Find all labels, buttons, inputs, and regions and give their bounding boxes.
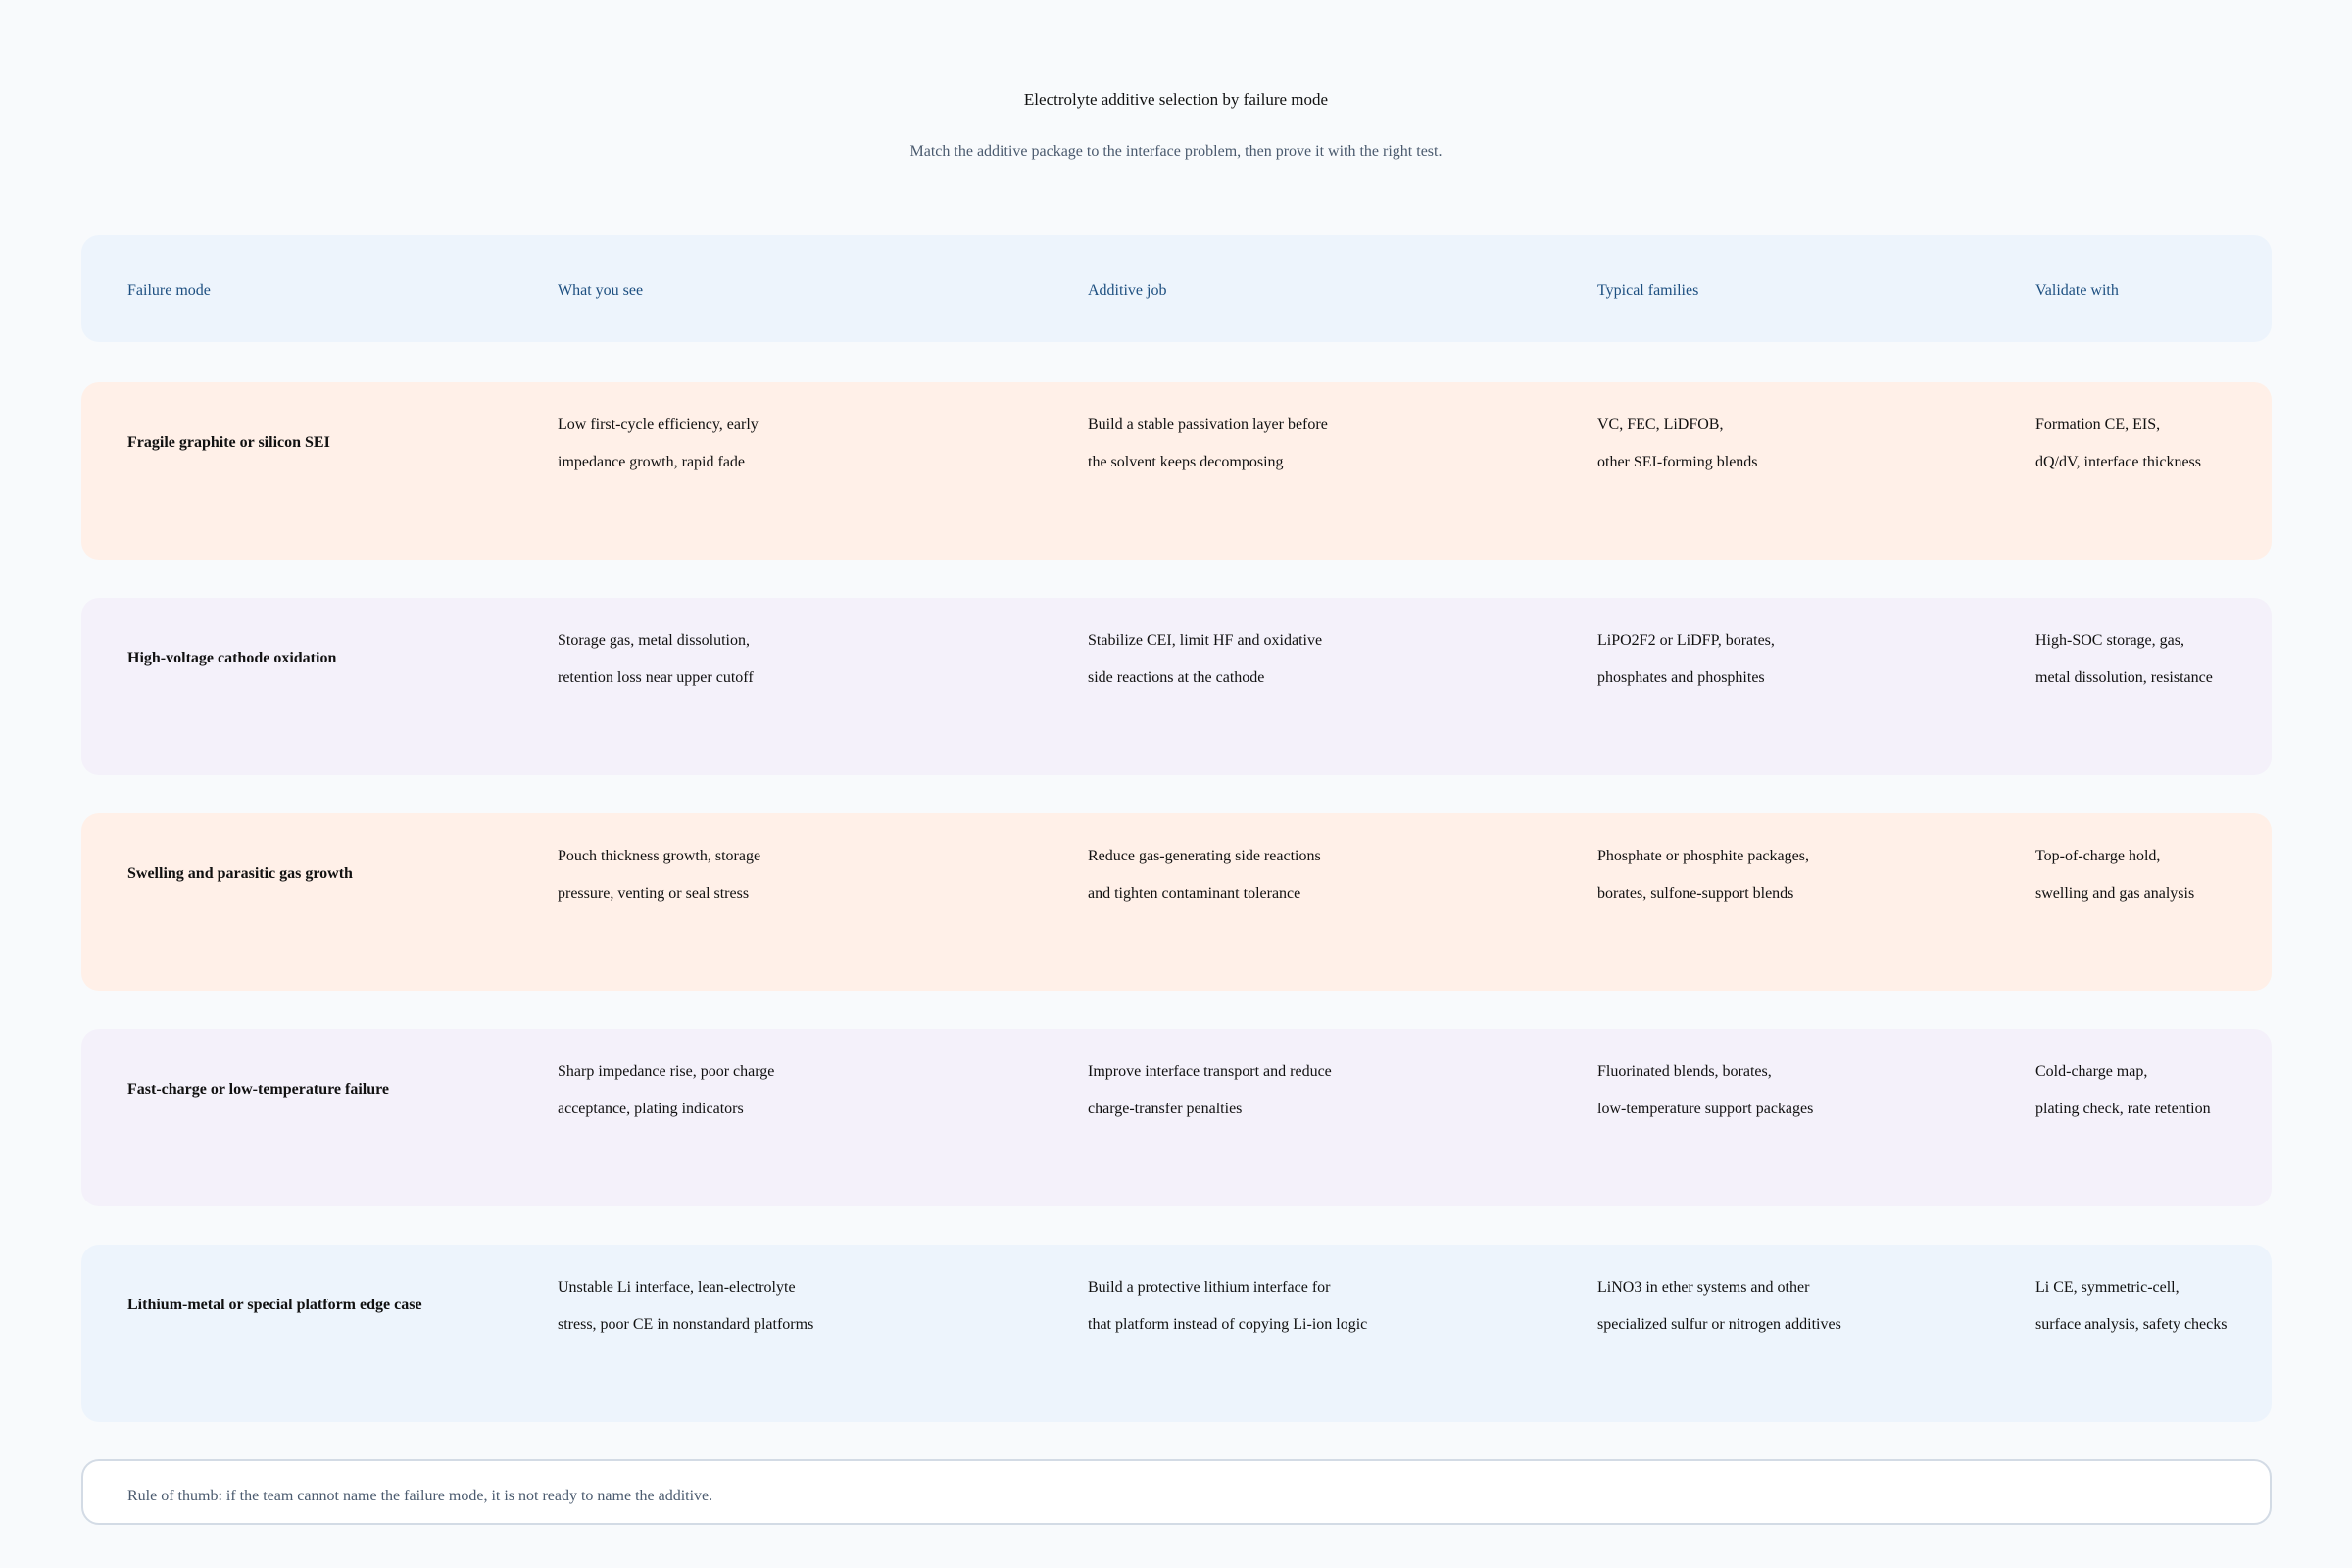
failure-mode: Fast-charge or low-temperature failure xyxy=(127,1081,390,1098)
cell-line: low-temperature support packages xyxy=(1597,1101,1814,1117)
table-row xyxy=(81,1245,2272,1422)
cell-line: that platform instead of copying Li-ion … xyxy=(1088,1316,1368,1333)
cell-line: Cold-charge map, xyxy=(2035,1063,2148,1080)
cell-line: retention loss near upper cutoff xyxy=(558,669,754,686)
cell-line: metal dissolution, resistance xyxy=(2035,669,2213,686)
cell-line: specialized sulfur or nitrogen additives xyxy=(1597,1316,1841,1333)
footer-note: Rule of thumb: if the team cannot name t… xyxy=(127,1488,713,1504)
cell-line: borates, sulfone-support blends xyxy=(1597,885,1794,902)
cell-line: acceptance, plating indicators xyxy=(558,1101,744,1117)
failure-mode: Fragile graphite or silicon SEI xyxy=(127,434,330,451)
cell-line: Build a protective lithium interface for xyxy=(1088,1279,1331,1296)
footer-box xyxy=(81,1459,2272,1525)
header-row xyxy=(81,235,2272,342)
failure-mode: Lithium-metal or special platform edge c… xyxy=(127,1297,422,1313)
cell-line: High-SOC storage, gas, xyxy=(2035,632,2184,649)
column-header: Failure mode xyxy=(127,282,211,299)
failure-mode: High-voltage cathode oxidation xyxy=(127,650,337,666)
cell-line: Phosphate or phosphite packages, xyxy=(1597,848,1809,864)
table-row xyxy=(81,382,2272,560)
cell-line: Sharp impedance rise, poor charge xyxy=(558,1063,775,1080)
column-header: What you see xyxy=(558,282,644,299)
table-row xyxy=(81,598,2272,775)
cell-line: pressure, venting or seal stress xyxy=(558,885,750,902)
cell-line: Reduce gas-generating side reactions xyxy=(1088,848,1321,864)
cell-line: dQ/dV, interface thickness xyxy=(2035,454,2201,470)
column-header: Additive job xyxy=(1088,282,1167,299)
cell-line: the solvent keeps decomposing xyxy=(1088,454,1284,470)
subtitle: Match the additive package to the interf… xyxy=(909,143,1443,160)
cell-line: LiPO2F2 or LiDFP, borates, xyxy=(1597,632,1775,649)
cell-line: LiNO3 in ether systems and other xyxy=(1597,1279,1810,1296)
cell-line: Fluorinated blends, borates, xyxy=(1597,1063,1772,1080)
cell-line: Build a stable passivation layer before xyxy=(1088,416,1328,433)
cell-line: Storage gas, metal dissolution, xyxy=(558,632,750,649)
cell-line: impedance growth, rapid fade xyxy=(558,454,746,470)
cell-line: and tighten contaminant tolerance xyxy=(1088,885,1301,902)
column-header: Typical families xyxy=(1597,282,1699,299)
cell-line: phosphates and phosphites xyxy=(1597,669,1765,686)
cell-line: Pouch thickness growth, storage xyxy=(558,848,761,864)
cell-line: plating check, rate retention xyxy=(2035,1101,2211,1117)
failure-mode: Swelling and parasitic gas growth xyxy=(127,865,353,882)
cell-line: VC, FEC, LiDFOB, xyxy=(1597,416,1724,433)
cell-line: surface analysis, safety checks xyxy=(2035,1316,2228,1333)
cell-line: Li CE, symmetric-cell, xyxy=(2035,1279,2180,1296)
cell-line: Formation CE, EIS, xyxy=(2035,416,2161,433)
cell-line: other SEI-forming blends xyxy=(1597,454,1758,470)
column-header: Validate with xyxy=(2035,282,2119,299)
cell-line: side reactions at the cathode xyxy=(1088,669,1265,686)
cell-line: Improve interface transport and reduce xyxy=(1088,1063,1332,1080)
cell-line: Unstable Li interface, lean-electrolyte xyxy=(558,1279,796,1296)
cell-line: swelling and gas analysis xyxy=(2035,885,2195,902)
cell-line: charge-transfer penalties xyxy=(1088,1101,1243,1117)
cell-line: Low first-cycle efficiency, early xyxy=(558,416,759,433)
title: Electrolyte additive selection by failur… xyxy=(1023,90,1329,109)
table-row xyxy=(81,813,2272,991)
cell-line: stress, poor CE in nonstandard platforms xyxy=(558,1316,814,1333)
cell-line: Top-of-charge hold, xyxy=(2035,848,2161,864)
cell-line: Stabilize CEI, limit HF and oxidative xyxy=(1088,632,1323,649)
table-row xyxy=(81,1029,2272,1206)
